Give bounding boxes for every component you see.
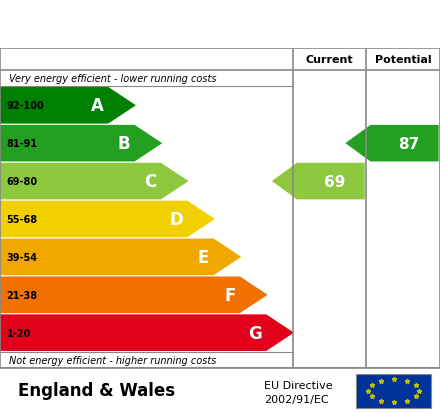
Text: 55-68: 55-68	[7, 214, 38, 224]
Polygon shape	[0, 88, 136, 124]
Text: 69: 69	[324, 174, 345, 189]
Polygon shape	[272, 164, 365, 200]
Polygon shape	[0, 164, 189, 200]
Polygon shape	[0, 315, 294, 351]
Text: G: G	[248, 324, 262, 342]
Text: D: D	[169, 211, 183, 228]
Text: 92-100: 92-100	[7, 101, 44, 111]
Polygon shape	[345, 126, 439, 162]
Text: 87: 87	[398, 136, 419, 151]
Text: A: A	[91, 97, 104, 115]
Text: Potential: Potential	[375, 55, 431, 64]
Text: E: E	[198, 248, 209, 266]
Polygon shape	[0, 201, 215, 238]
Text: Very energy efficient - lower running costs: Very energy efficient - lower running co…	[9, 74, 216, 84]
Text: Current: Current	[305, 55, 353, 64]
Text: Not energy efficient - higher running costs: Not energy efficient - higher running co…	[9, 355, 216, 365]
Text: 39-54: 39-54	[7, 252, 37, 262]
Text: 21-38: 21-38	[7, 290, 38, 300]
Text: C: C	[144, 173, 157, 191]
Polygon shape	[0, 277, 268, 313]
Text: F: F	[224, 286, 235, 304]
Text: EU Directive: EU Directive	[264, 380, 333, 390]
Text: 69-80: 69-80	[7, 177, 38, 187]
Text: Energy Efficiency Rating: Energy Efficiency Rating	[15, 14, 303, 34]
Text: 2002/91/EC: 2002/91/EC	[264, 394, 329, 404]
Bar	[356, 374, 431, 408]
Text: 81-91: 81-91	[7, 139, 38, 149]
Polygon shape	[0, 239, 241, 275]
Text: B: B	[117, 135, 130, 153]
Polygon shape	[0, 126, 162, 162]
Text: England & Wales: England & Wales	[18, 381, 175, 399]
Text: 1-20: 1-20	[7, 328, 31, 338]
